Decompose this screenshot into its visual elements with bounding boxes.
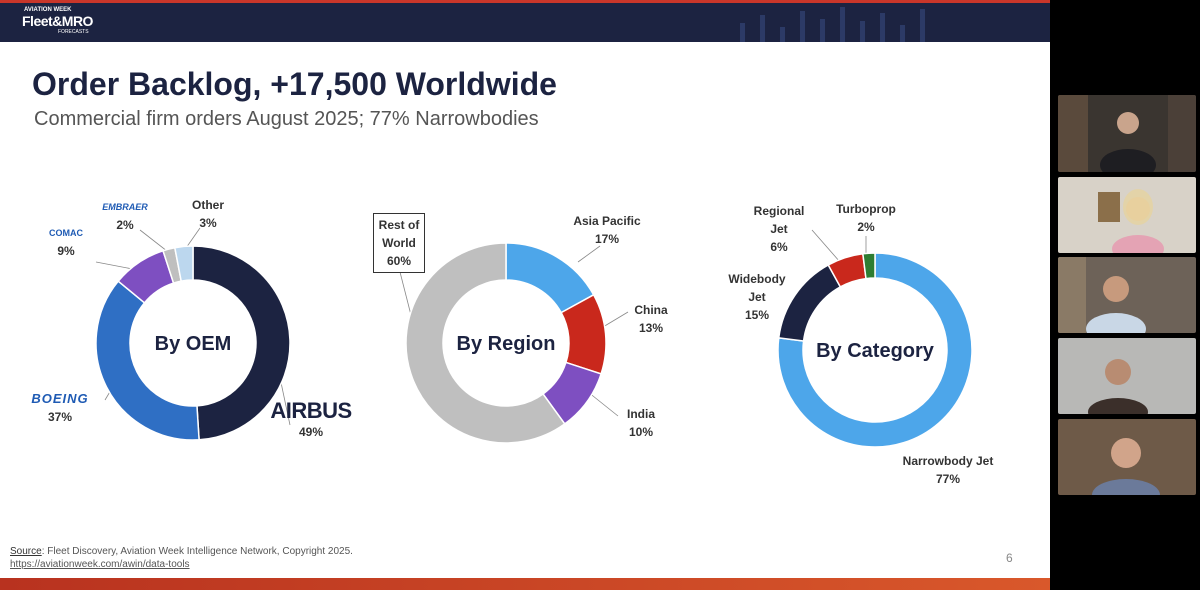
value-label: 2% (116, 218, 134, 232)
value-label: 17% (594, 232, 620, 246)
value-label: 10% (628, 425, 654, 439)
participant (1058, 257, 1146, 333)
value-label: 2% (857, 220, 875, 234)
category-label: China (634, 303, 668, 317)
segment-label: Rest of World 60% (373, 213, 425, 273)
value-label: 13% (638, 321, 664, 335)
center-label: By Region (457, 333, 556, 355)
video-tile[interactable] (1058, 338, 1196, 414)
value-label: 9% (57, 244, 75, 258)
value-label: 60% (386, 254, 412, 268)
header-decoration (740, 7, 925, 42)
category-label: Turboprop (836, 202, 896, 216)
video-tile[interactable] (1058, 419, 1196, 495)
category-label: COMAC (49, 228, 83, 238)
value-label: 49% (298, 425, 324, 439)
segment-label: Turboprop 2% (836, 200, 896, 236)
category-label: India (626, 407, 656, 421)
segment-label: Other 3% (192, 196, 224, 232)
segment-label: Widebody Jet 15% (722, 270, 792, 324)
category-label: AIRBUS (270, 398, 352, 423)
donut-segment (95, 280, 200, 441)
segment-label: Asia Pacific 17% (573, 212, 640, 248)
segment-label: Regional Jet 6% (749, 202, 809, 256)
participant (1092, 438, 1160, 495)
segment-label: EMBRAER 2% (102, 198, 148, 234)
slide-subtitle: Commercial firm orders August 2025; 77% … (34, 108, 539, 130)
participant (1088, 359, 1148, 414)
category-label: Widebody Jet (728, 272, 786, 304)
donut-segment (777, 252, 973, 448)
brand-top: AVIATION WEEK (24, 7, 72, 13)
bottom-strip (0, 578, 1050, 590)
donut-segment (192, 245, 291, 441)
page-number: 6 (1006, 551, 1013, 565)
segment-label: COMAC 9% (49, 224, 83, 260)
header-bar: AVIATION WEEK Fleet&MRO FORECASTS (0, 3, 1050, 42)
donut-segment (173, 245, 194, 282)
category-label: Other (191, 198, 225, 212)
participant (1098, 189, 1164, 253)
segment-label: AIRBUS 49% (270, 398, 352, 441)
value-label: 3% (199, 216, 217, 230)
source-label: Source (10, 546, 42, 557)
donut-segment (862, 252, 876, 280)
center-label: By Category (816, 340, 935, 362)
top-strip (0, 0, 1050, 3)
source-line: Source: Fleet Discovery, Aviation Week I… (10, 546, 353, 557)
source-link[interactable]: https://aviationweek.com/awin/data-tools (10, 559, 190, 570)
brand: Fleet&MRO (22, 13, 93, 29)
donut-segment (405, 242, 566, 444)
slide-title: Order Backlog, +17,500 Worldwide (32, 66, 557, 102)
segment-label: India 10% (627, 405, 655, 441)
category-label: Narrowbody Jet (902, 454, 994, 468)
video-tile[interactable] (1058, 95, 1196, 172)
slide: AVIATION WEEK Fleet&MRO FORECASTS Order … (0, 0, 1050, 590)
video-tile[interactable] (1058, 257, 1196, 333)
center-label: By OEM (155, 333, 232, 355)
category-label: Regional Jet (753, 204, 805, 236)
video-tile[interactable] (1058, 177, 1196, 253)
value-label: 6% (770, 240, 788, 254)
value-label: 77% (935, 472, 961, 486)
charts: By OEM By Region By Category (95, 227, 973, 448)
participant (1058, 95, 1196, 172)
value-label: 15% (744, 308, 770, 322)
category-label: EMBRAER (102, 202, 148, 212)
source-text: : Fleet Discovery, Aviation Week Intelli… (41, 546, 353, 557)
category-label: Asia Pacific (573, 214, 641, 228)
value-label: 37% (47, 410, 73, 424)
category-label: Rest of World (378, 218, 420, 250)
segment-label: China 13% (634, 301, 667, 337)
category-label: BOEING (31, 391, 89, 406)
brand-bottom: FORECASTS (58, 29, 89, 35)
segment-label: BOEING 37% (31, 390, 88, 426)
segment-label: Narrowbody Jet 77% (903, 452, 994, 488)
